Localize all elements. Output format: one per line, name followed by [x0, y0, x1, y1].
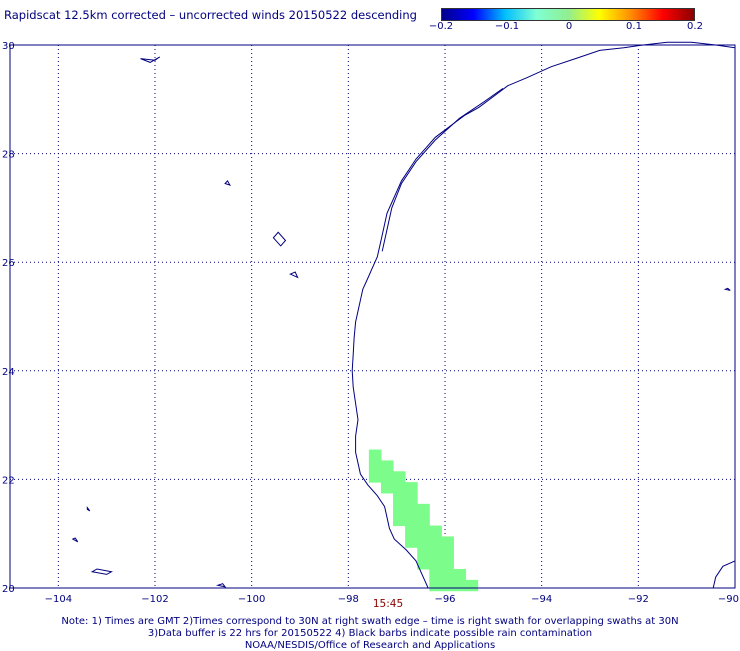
- swath-cell: [393, 471, 406, 483]
- swath-cell: [429, 568, 442, 581]
- colorbar-tick-label: 0: [565, 21, 573, 32]
- swath-time-label: 15:45: [372, 598, 404, 610]
- swath-cell: [393, 482, 406, 494]
- swath-cell: [417, 547, 430, 559]
- swath-cell: [441, 547, 454, 559]
- swath-pixels: [368, 449, 479, 592]
- swath-cell: [429, 525, 442, 537]
- note-line-1: Note: 1) Times are GMT 2)Times correspon…: [61, 616, 679, 627]
- longitude-tick-label: −104: [45, 594, 72, 605]
- swath-cell: [405, 525, 418, 537]
- longitude-tick-label: −100: [238, 594, 265, 605]
- coastline: [71, 41, 736, 589]
- swath-cell: [417, 558, 430, 570]
- gulf-coastline: [351, 41, 736, 589]
- latitude-tick-label: 24: [2, 367, 15, 378]
- swath-cell: [417, 503, 430, 516]
- swath-cell: [368, 471, 382, 483]
- latitude-tick-label: 26: [2, 258, 15, 269]
- swath-cell: [441, 568, 454, 581]
- swath-cell: [429, 547, 442, 559]
- swath-cell: [405, 503, 418, 516]
- lake-outline: [71, 537, 79, 543]
- latitude-tick-label: 28: [2, 150, 15, 161]
- swath-cell: [380, 460, 394, 472]
- note-line-2: 3)Data buffer is 22 hrs for 20150522 4) …: [147, 628, 593, 639]
- lake-outline: [224, 179, 231, 186]
- colorbar-tick-label: 0.2: [687, 21, 703, 32]
- latitude-tick-label: 20: [2, 584, 15, 595]
- swath-cell: [441, 558, 454, 570]
- colorbar: [441, 8, 695, 21]
- map-frame: [9, 44, 736, 589]
- swath-cell: [429, 579, 442, 592]
- swath-cell: [393, 514, 406, 527]
- swath-cell: [429, 558, 442, 570]
- swath-cell: [368, 460, 382, 472]
- longitude-tick-label: −102: [141, 594, 168, 605]
- longitude-tick-label: −92: [628, 594, 649, 605]
- map-title: Rapidscat 12.5km corrected – uncorrected…: [4, 8, 417, 22]
- colorbar-tick-label: −0.1: [494, 21, 520, 32]
- longitude-tick-labels: −104 −102 −100 −98 −96 −94 −92 −90: [45, 594, 739, 605]
- swath-cell: [453, 568, 467, 581]
- lake-outline: [723, 287, 731, 291]
- colorbar-tick-label: −0.2: [428, 21, 454, 32]
- lake-outline: [140, 56, 161, 63]
- swath-cell: [417, 525, 430, 537]
- latitude-tick-labels: 30 28 26 24 22 20: [2, 41, 15, 595]
- barrier-island-line: [381, 87, 504, 252]
- swath-cell: [405, 536, 418, 548]
- swath-cell: [465, 579, 479, 592]
- yucatan-coastline: [712, 560, 736, 589]
- swath-cell: [429, 536, 442, 548]
- swath-cell: [453, 579, 467, 592]
- swath-cell: [405, 492, 418, 505]
- lake-outline: [90, 568, 113, 575]
- swath-cell: [380, 482, 394, 494]
- colorbar-tick-label: 0.1: [626, 21, 642, 32]
- lake-outline: [86, 506, 91, 512]
- swath-cell: [405, 514, 418, 527]
- swath-cell: [368, 449, 382, 461]
- swath-cell: [393, 503, 406, 516]
- longitude-tick-label: −96: [434, 594, 455, 605]
- lake-outline: [272, 231, 287, 247]
- swath-cell: [380, 471, 394, 483]
- longitude-tick-label: −98: [338, 594, 359, 605]
- longitude-tick-label: −94: [531, 594, 552, 605]
- lake-outline: [215, 583, 227, 588]
- swath-cell: [441, 579, 454, 592]
- longitude-tick-label: −90: [718, 594, 739, 605]
- latitude-tick-label: 22: [2, 475, 15, 486]
- swath-cell: [417, 536, 430, 548]
- note-line-3: NOAA/NESDIS/Office of Research and Appli…: [244, 640, 496, 651]
- lake-outline: [289, 271, 299, 279]
- latitude-tick-label: 30: [2, 41, 15, 52]
- lat-lon-grid: [10, 45, 735, 588]
- swath-cell: [405, 482, 418, 494]
- swath-cell: [417, 514, 430, 527]
- swath-cell: [393, 492, 406, 505]
- swath-cell: [441, 536, 454, 548]
